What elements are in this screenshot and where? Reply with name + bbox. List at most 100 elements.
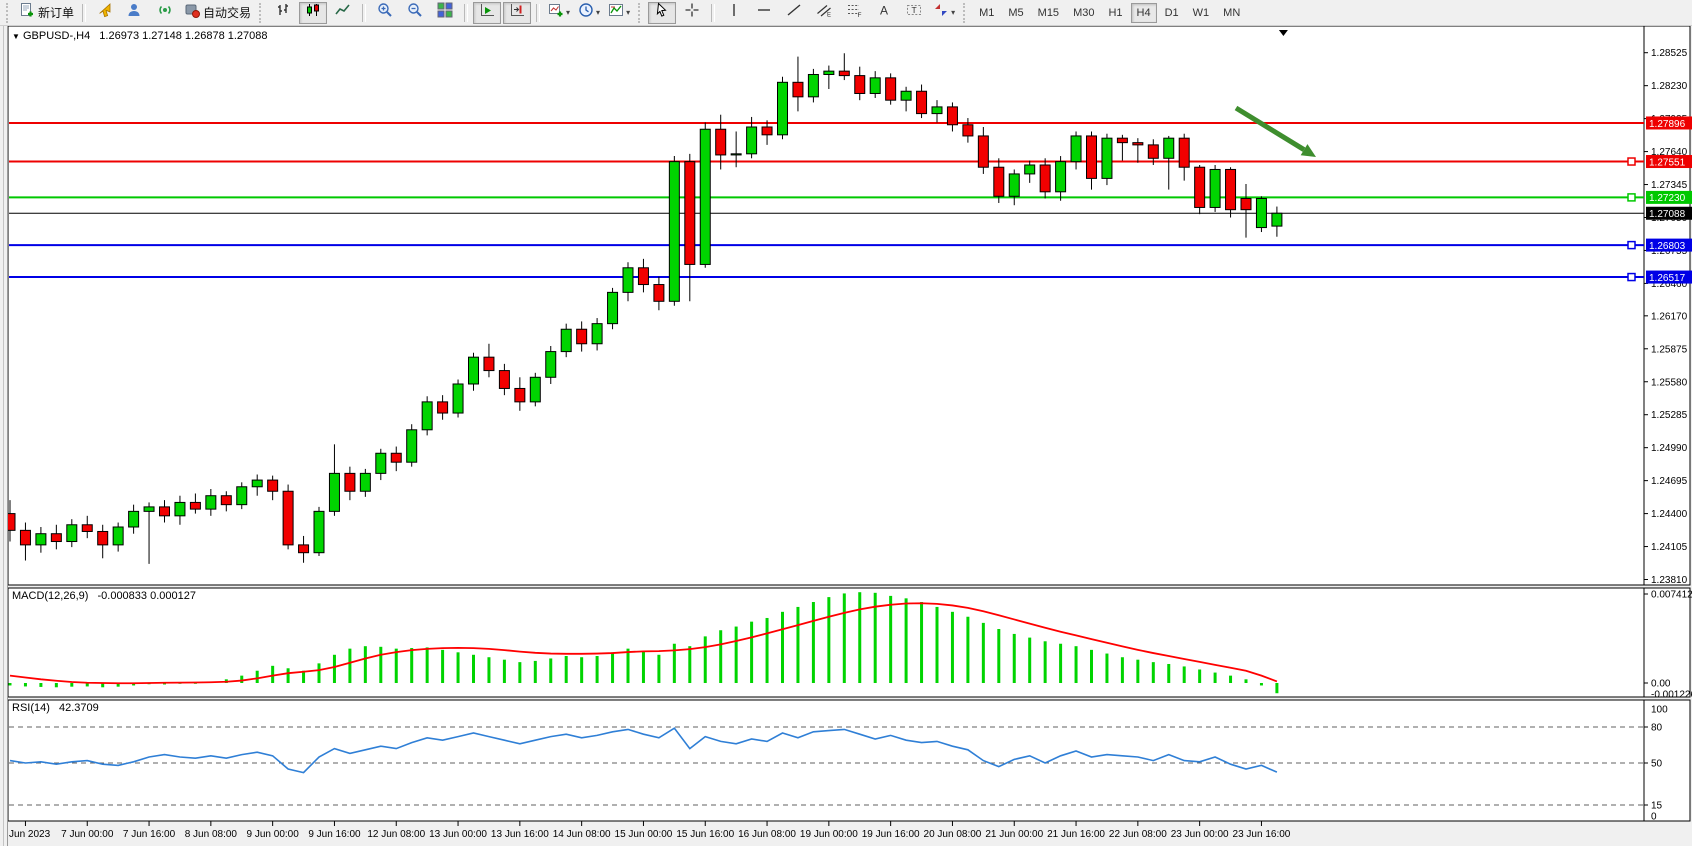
zoom-in-button[interactable] xyxy=(371,2,399,24)
new-chart-button[interactable]: ▾ xyxy=(545,2,573,24)
macd-panel[interactable] xyxy=(7,587,1691,698)
timeframe-m1-button[interactable]: M1 xyxy=(979,6,995,19)
candle[interactable] xyxy=(1055,161,1067,193)
candle[interactable] xyxy=(854,75,866,94)
candle[interactable] xyxy=(19,529,31,546)
candle[interactable] xyxy=(653,284,665,302)
candle[interactable] xyxy=(1240,198,1252,211)
candle[interactable] xyxy=(977,135,989,168)
candle[interactable] xyxy=(1147,144,1159,159)
timeframe-d1-button[interactable]: D1 xyxy=(1164,6,1179,19)
timeframe-mn-button[interactable]: MN xyxy=(1223,6,1241,19)
candle[interactable] xyxy=(993,166,1005,197)
candle[interactable] xyxy=(1225,168,1237,211)
line-chart-button[interactable] xyxy=(329,2,357,24)
chart-menu-arrow-icon[interactable]: ▼ xyxy=(12,32,20,41)
trend-arrow[interactable] xyxy=(1234,105,1306,152)
candle[interactable] xyxy=(637,267,649,286)
chevron-down-icon[interactable]: ▾ xyxy=(951,8,956,17)
candle[interactable] xyxy=(452,383,464,414)
candle[interactable] xyxy=(900,90,912,101)
candle[interactable] xyxy=(406,429,418,463)
rsi-panel[interactable] xyxy=(7,699,1691,822)
candle[interactable] xyxy=(267,479,279,492)
candle[interactable] xyxy=(545,351,557,378)
candle[interactable] xyxy=(97,530,109,546)
candle[interactable] xyxy=(282,490,294,546)
candle[interactable] xyxy=(1116,137,1128,144)
candle[interactable] xyxy=(823,70,835,75)
toolbar-grip[interactable] xyxy=(638,2,643,23)
toolbar-grip[interactable] xyxy=(259,2,264,23)
candle[interactable] xyxy=(1255,198,1267,229)
candle[interactable] xyxy=(128,510,140,528)
candle[interactable] xyxy=(684,161,696,265)
candle[interactable] xyxy=(1101,137,1113,179)
candle[interactable] xyxy=(50,533,62,543)
candle[interactable] xyxy=(792,81,804,98)
line-handle[interactable] xyxy=(1627,157,1636,166)
candle[interactable] xyxy=(946,106,958,126)
chevron-down-icon[interactable]: ▾ xyxy=(566,8,571,17)
candle[interactable] xyxy=(143,506,155,512)
candle[interactable] xyxy=(622,267,634,293)
timeframe-w1-button[interactable]: W1 xyxy=(1192,6,1210,19)
candle[interactable] xyxy=(35,533,47,546)
main-panel[interactable] xyxy=(7,25,1691,586)
timeframe-m5-button[interactable]: M5 xyxy=(1008,6,1024,19)
candle[interactable] xyxy=(1039,164,1051,193)
candle[interactable] xyxy=(66,524,78,543)
cursor-button[interactable] xyxy=(648,1,677,24)
candle[interactable] xyxy=(885,77,897,101)
candle[interactable] xyxy=(1008,173,1020,197)
candle[interactable] xyxy=(576,328,588,345)
candle[interactable] xyxy=(715,128,727,156)
candle[interactable] xyxy=(498,370,510,389)
candle[interactable] xyxy=(514,387,526,403)
candle[interactable] xyxy=(560,328,572,353)
line-handle[interactable] xyxy=(1627,240,1636,250)
candle[interactable] xyxy=(1209,168,1221,208)
candle[interactable] xyxy=(421,401,433,431)
tile-windows-button[interactable] xyxy=(431,2,459,24)
candle[interactable] xyxy=(390,452,402,463)
candle[interactable] xyxy=(220,495,232,506)
candle[interactable] xyxy=(236,486,248,506)
chevron-down-icon[interactable]: ▾ xyxy=(626,8,631,17)
candle[interactable] xyxy=(1178,137,1190,168)
candle[interactable] xyxy=(1024,164,1036,175)
community-button[interactable] xyxy=(121,2,149,24)
candle[interactable] xyxy=(251,479,263,488)
candle[interactable] xyxy=(730,153,742,156)
timeframe-h4-button[interactable]: H4 xyxy=(1130,2,1157,23)
candle[interactable] xyxy=(591,323,603,345)
candle[interactable] xyxy=(838,70,850,77)
channel-button[interactable]: E xyxy=(810,2,838,24)
candle[interactable] xyxy=(1194,166,1206,208)
candle[interactable] xyxy=(159,506,170,517)
candle[interactable] xyxy=(1070,135,1082,163)
candle[interactable] xyxy=(112,526,124,546)
shift-marker-icon[interactable] xyxy=(1278,30,1288,36)
candle[interactable] xyxy=(313,510,325,554)
auto-scroll-button[interactable] xyxy=(473,1,502,24)
toolbar-grip[interactable] xyxy=(6,2,11,23)
candle[interactable] xyxy=(298,544,310,554)
line-handle[interactable] xyxy=(1627,193,1636,202)
candle[interactable] xyxy=(699,128,711,265)
new-order-button[interactable]: 新订单 xyxy=(16,2,77,24)
candle[interactable] xyxy=(81,524,93,532)
candle[interactable] xyxy=(1163,137,1175,159)
candle[interactable] xyxy=(807,73,819,98)
candle[interactable] xyxy=(328,472,340,512)
timeframe-h1-button[interactable]: H1 xyxy=(1108,6,1123,19)
zoom-out-button[interactable] xyxy=(401,2,429,24)
candlestick-button[interactable] xyxy=(299,1,328,24)
candle[interactable] xyxy=(1271,212,1283,227)
timeframe-m30-button[interactable]: M30 xyxy=(1073,6,1095,19)
vertical-line-button[interactable] xyxy=(720,2,748,24)
label-button[interactable]: T xyxy=(900,2,928,24)
candle[interactable] xyxy=(962,124,974,137)
candle[interactable] xyxy=(174,501,186,517)
alerts-button[interactable] xyxy=(91,2,119,24)
